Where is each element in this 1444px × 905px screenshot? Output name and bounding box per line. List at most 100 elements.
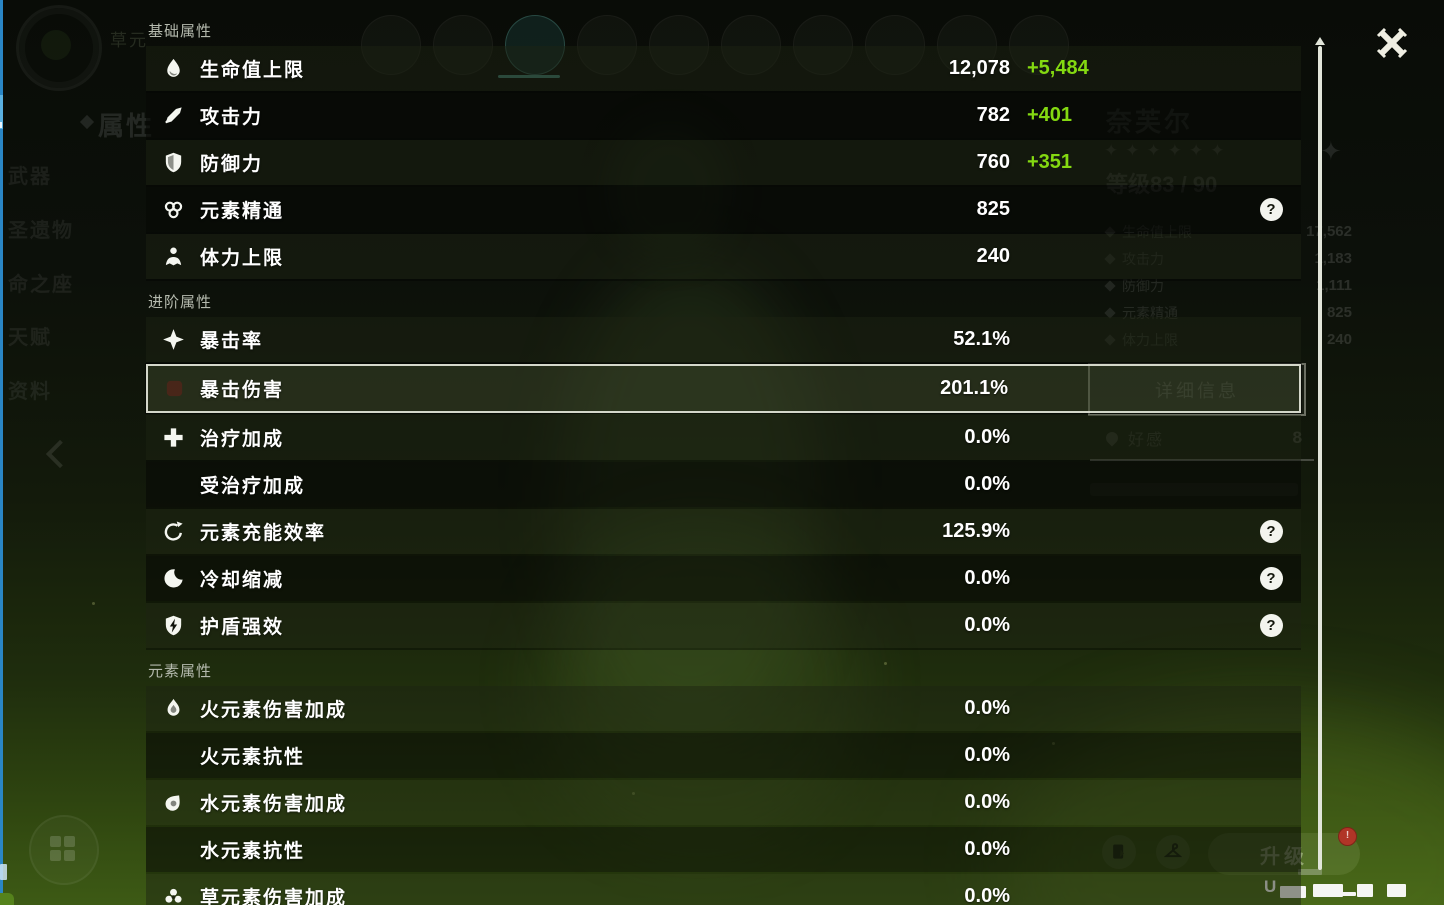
hydro-icon <box>146 791 200 814</box>
stamina-icon <box>165 247 181 266</box>
stat-bonus-cell: +351 <box>1010 151 1241 174</box>
stat-row[interactable]: 生命值上限 12,078 +5,484 <box>146 46 1301 91</box>
help-icon[interactable]: ? <box>1259 567 1283 590</box>
stat-row[interactable]: 元素精通 825? <box>146 187 1301 232</box>
cooldown-reduction-icon <box>146 567 200 590</box>
dendro-icon <box>164 888 182 903</box>
shield-strength-icon <box>165 615 181 636</box>
stat-value: 825 <box>976 198 1010 220</box>
party-avatar <box>577 15 637 75</box>
stat-value: 782 <box>976 104 1010 126</box>
stat-row[interactable]: 攻击力 782 +401 <box>146 93 1301 138</box>
help-cell: ? <box>1241 614 1301 637</box>
hp-icon <box>166 58 180 77</box>
stat-value: 12,078 <box>948 57 1010 79</box>
scrollbar-thumb[interactable] <box>1318 46 1322 870</box>
background-stat-value: 1,183 <box>1314 250 1352 267</box>
selected-avatar-underline <box>498 75 560 78</box>
uid-censor-block <box>1280 886 1306 898</box>
friendship-label: 好感 <box>1128 432 1165 449</box>
background-stat-value: 17,562 <box>1306 223 1352 240</box>
stat-row[interactable]: 水元素抗性 0.0% <box>146 827 1301 872</box>
party-avatar <box>865 15 925 75</box>
stat-value: 0.0% <box>964 697 1010 719</box>
cooldown-reduction-icon <box>163 569 183 588</box>
background-stat-row: 元素精通 825 <box>1104 299 1352 326</box>
stat-label: 治疗加成 <box>200 429 285 450</box>
uid-censor-block <box>1341 892 1356 896</box>
def-icon <box>146 151 200 174</box>
def-icon <box>165 152 181 173</box>
background-stat-value: 825 <box>1326 304 1352 321</box>
stat-value: 0.0% <box>964 791 1010 813</box>
party-avatar <box>361 15 421 75</box>
background-stat-row: 防御力 1,111 <box>1104 272 1352 299</box>
stat-row[interactable]: 受治疗加成 0.0% <box>146 462 1301 507</box>
help-icon[interactable]: ? <box>1259 198 1283 221</box>
crit-dmg-icon <box>148 377 200 400</box>
healing-bonus-icon <box>163 428 183 447</box>
element-label-fragment: 草元 <box>110 31 148 50</box>
friendship-row: 好感 8 <box>1103 426 1302 450</box>
section-title: 进阶属性 <box>148 294 213 311</box>
background-tab-1: 武器 <box>8 166 52 188</box>
stat-row[interactable]: 元素充能效率 125.9%? <box>146 509 1301 554</box>
stat-row[interactable]: 草元素伤害加成 0.0% <box>146 874 1301 905</box>
energy-recharge-icon <box>164 521 183 541</box>
tab-diamond-icon <box>79 114 95 130</box>
stat-row[interactable]: 护盾强效 0.0%? <box>146 603 1301 648</box>
party-avatar <box>721 15 781 75</box>
close-icon <box>1376 27 1408 59</box>
help-cell: ? <box>1241 567 1301 590</box>
stat-value: 0.0% <box>964 426 1010 448</box>
help-icon[interactable]: ? <box>1259 614 1283 637</box>
stat-row[interactable]: 火元素抗性 0.0% <box>146 733 1301 778</box>
stat-label: 火元素抗性 <box>200 747 306 768</box>
stat-row[interactable]: 冷却缩减 0.0%? <box>146 556 1301 601</box>
background-tab-0: 属性 <box>98 111 155 141</box>
stat-label: 草元素伤害加成 <box>200 888 348 905</box>
stat-value: 0.0% <box>964 838 1010 860</box>
party-avatar <box>649 15 709 75</box>
background-stat-row: 体力上限 240 <box>1104 326 1352 353</box>
background-stat-value: 240 <box>1326 331 1352 348</box>
background-tab-5: 资料 <box>8 381 52 403</box>
help-icon[interactable]: ? <box>1259 520 1283 543</box>
stat-value: 125.9% <box>942 520 1010 542</box>
stat-row[interactable]: 体力上限 240 <box>146 234 1301 279</box>
sparkle <box>92 602 95 605</box>
background-stat-row: 攻击力 1,183 <box>1104 245 1352 272</box>
background-stat-label: 元素精通 <box>1122 304 1178 321</box>
party-avatar <box>937 15 997 75</box>
stat-label: 受治疗加成 <box>200 476 306 497</box>
pyro-icon <box>167 698 179 716</box>
help-cell: ? <box>1241 198 1301 221</box>
menu-button <box>29 815 99 885</box>
party-avatar <box>505 15 565 75</box>
stat-row[interactable]: 火元素伤害加成 0.0% <box>146 686 1301 731</box>
stat-row[interactable]: 暴击率 52.1% <box>146 317 1301 362</box>
stat-label: 护盾强效 <box>200 617 285 638</box>
stat-value: 201.1% <box>940 377 1008 399</box>
stat-value: 240 <box>976 245 1010 267</box>
grid-menu-icon <box>50 836 75 861</box>
crit-rate-icon <box>146 328 200 351</box>
divider <box>1090 459 1314 461</box>
window-edge-fragment <box>0 864 7 880</box>
stat-row[interactable]: 防御力 760 +351 <box>146 140 1301 185</box>
crit-dmg-icon <box>166 380 182 397</box>
stat-label: 体力上限 <box>200 248 285 269</box>
stat-label: 水元素伤害加成 <box>200 794 348 815</box>
stat-row-selected[interactable]: 暴击伤害 201.1% <box>146 364 1301 413</box>
stat-label: 暴击率 <box>200 331 264 352</box>
section-title: 基础属性 <box>148 23 213 40</box>
shield-strength-icon <box>146 614 200 637</box>
uid-censor-block <box>1357 884 1373 897</box>
stat-row[interactable]: 治疗加成 0.0% <box>146 415 1301 460</box>
section-title: 元素属性 <box>148 663 213 680</box>
stat-row[interactable]: 水元素伤害加成 0.0% <box>146 780 1301 825</box>
background-tab-2: 圣遗物 <box>8 220 74 242</box>
close-button[interactable] <box>1366 22 1408 62</box>
stat-label: 火元素伤害加成 <box>200 700 348 721</box>
